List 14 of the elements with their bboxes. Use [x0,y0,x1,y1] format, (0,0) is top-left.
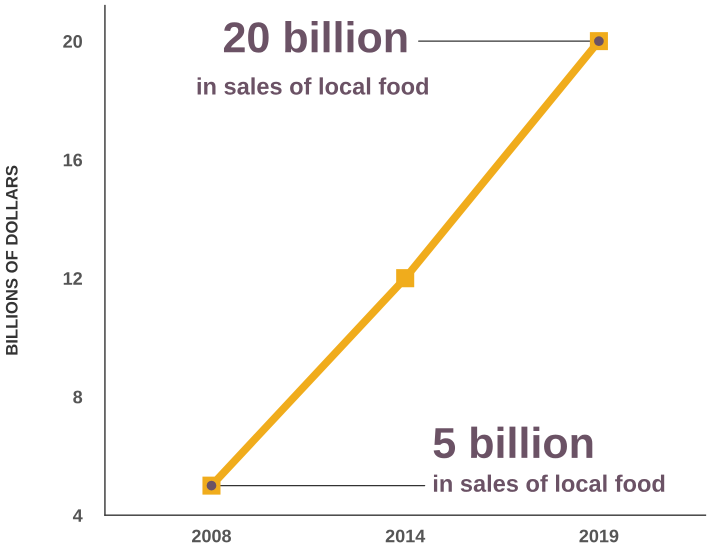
point [202,476,221,495]
y-tick-label: 20 [63,35,82,48]
x-tick-label: 2008 [192,530,232,542]
x-tick-label: 2019 [579,530,618,542]
annotation: 5 billion in sales of local food [434,426,664,492]
annotation: 20 billion in sales of local food [198,21,428,95]
x-tick-label: 2014 [386,530,426,542]
y-tick-label: 4 [72,509,83,522]
y-tick-label: 8 [73,390,82,404]
y-axis-title: BILLIONS OF DOLLARS [6,166,18,355]
y-tick-label: 16 [64,154,82,166]
point [396,269,414,288]
point [590,32,608,50]
y-tick-label: 12 [64,272,82,285]
